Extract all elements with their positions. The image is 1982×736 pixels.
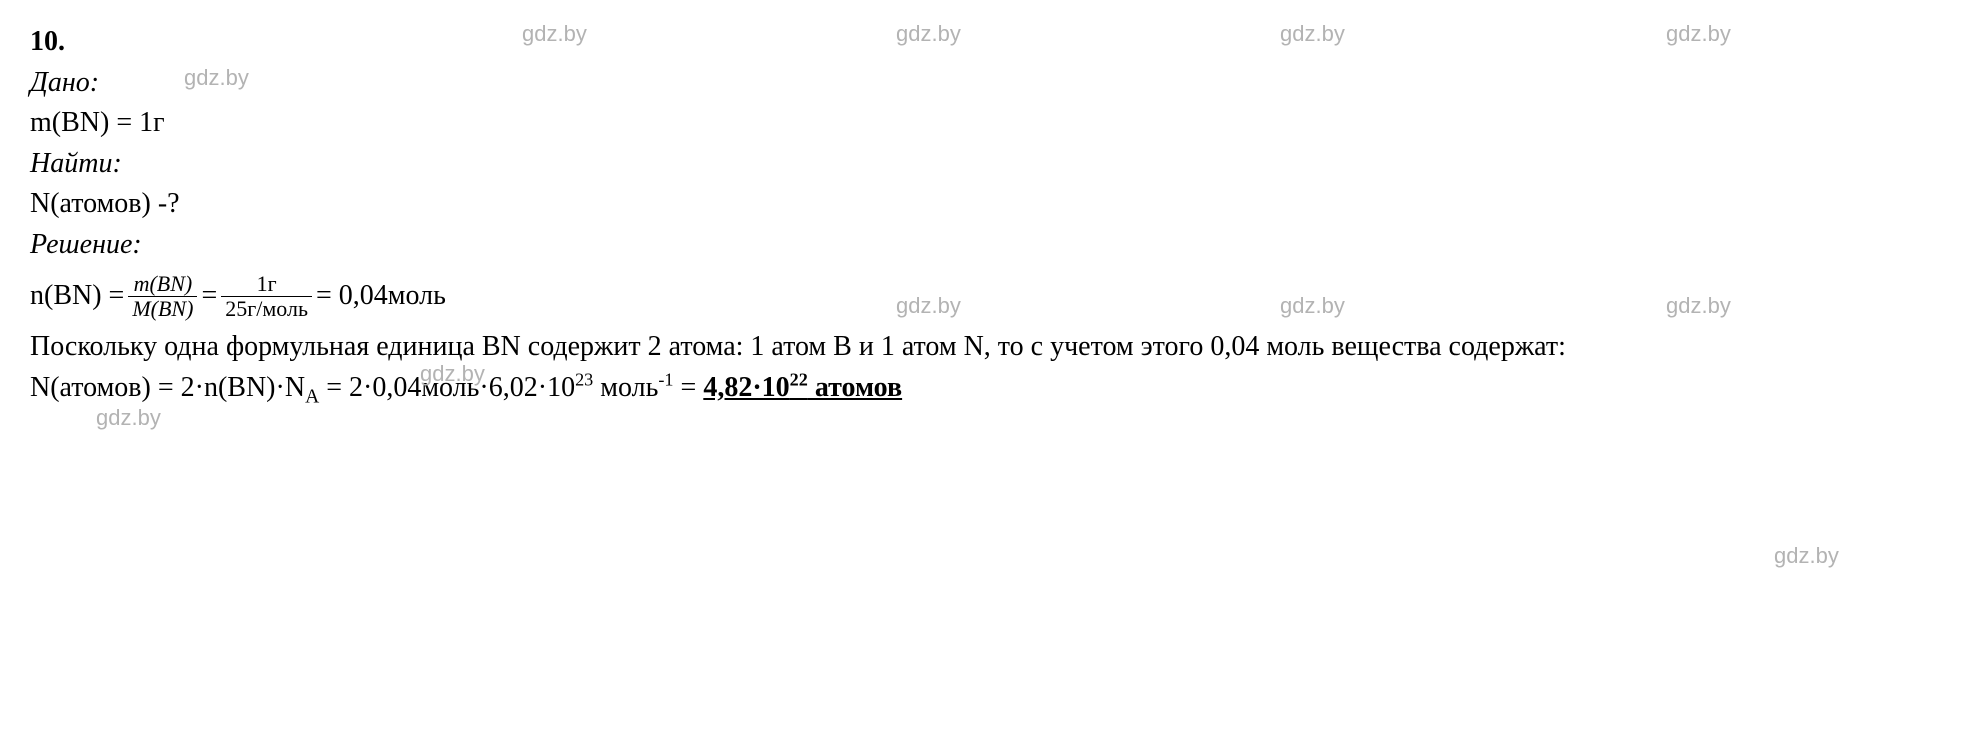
frac2-num: 1г [253, 272, 281, 296]
eq-rhs: = 0,04моль [316, 276, 446, 317]
find-line: N(атомов) -? [30, 184, 1952, 225]
ans-post: атомов [808, 372, 902, 403]
fraction-2: 1г 25г/моль [221, 272, 312, 321]
frac1-den: M(BN) [128, 296, 197, 321]
final-line: N(атомов) = 2·n(BN)·NA = 2·0,04моль·6,02… [30, 368, 1952, 409]
watermark: gdz.by [1774, 540, 1839, 572]
given-label: Дано: [30, 63, 1952, 104]
find-label: Найти: [30, 144, 1952, 185]
final-sub: A [305, 386, 319, 407]
eq-lhs: n(BN) = [30, 276, 124, 317]
final-sup2: -1 [658, 369, 673, 389]
equation-line: n(BN) = m(BN) M(BN) = 1г 25г/моль = 0,04… [30, 272, 1952, 321]
solution-label: Решение: [30, 225, 1952, 266]
frac2-den: 25г/моль [221, 296, 312, 321]
final-mid2: моль [593, 372, 658, 403]
problem-number: 10. [30, 22, 1952, 63]
ans-pre: 4,82·10 [703, 372, 789, 403]
ans-sup: 22 [790, 369, 808, 389]
final-eq: = [674, 372, 704, 403]
final-pre: N(атомов) = 2·n(BN)·N [30, 372, 305, 403]
frac1-num: m(BN) [130, 272, 197, 296]
fraction-1: m(BN) M(BN) [128, 272, 197, 321]
eq-mid: = [201, 276, 217, 317]
final-mid: = 2·0,04моль·6,02·10 [319, 372, 575, 403]
answer: 4,82·1022 атомов [703, 372, 902, 403]
given-line: m(BN) = 1г [30, 103, 1952, 144]
final-sup1: 23 [575, 369, 593, 389]
explanation-text: Поскольку одна формульная единица BN сод… [30, 327, 1890, 368]
